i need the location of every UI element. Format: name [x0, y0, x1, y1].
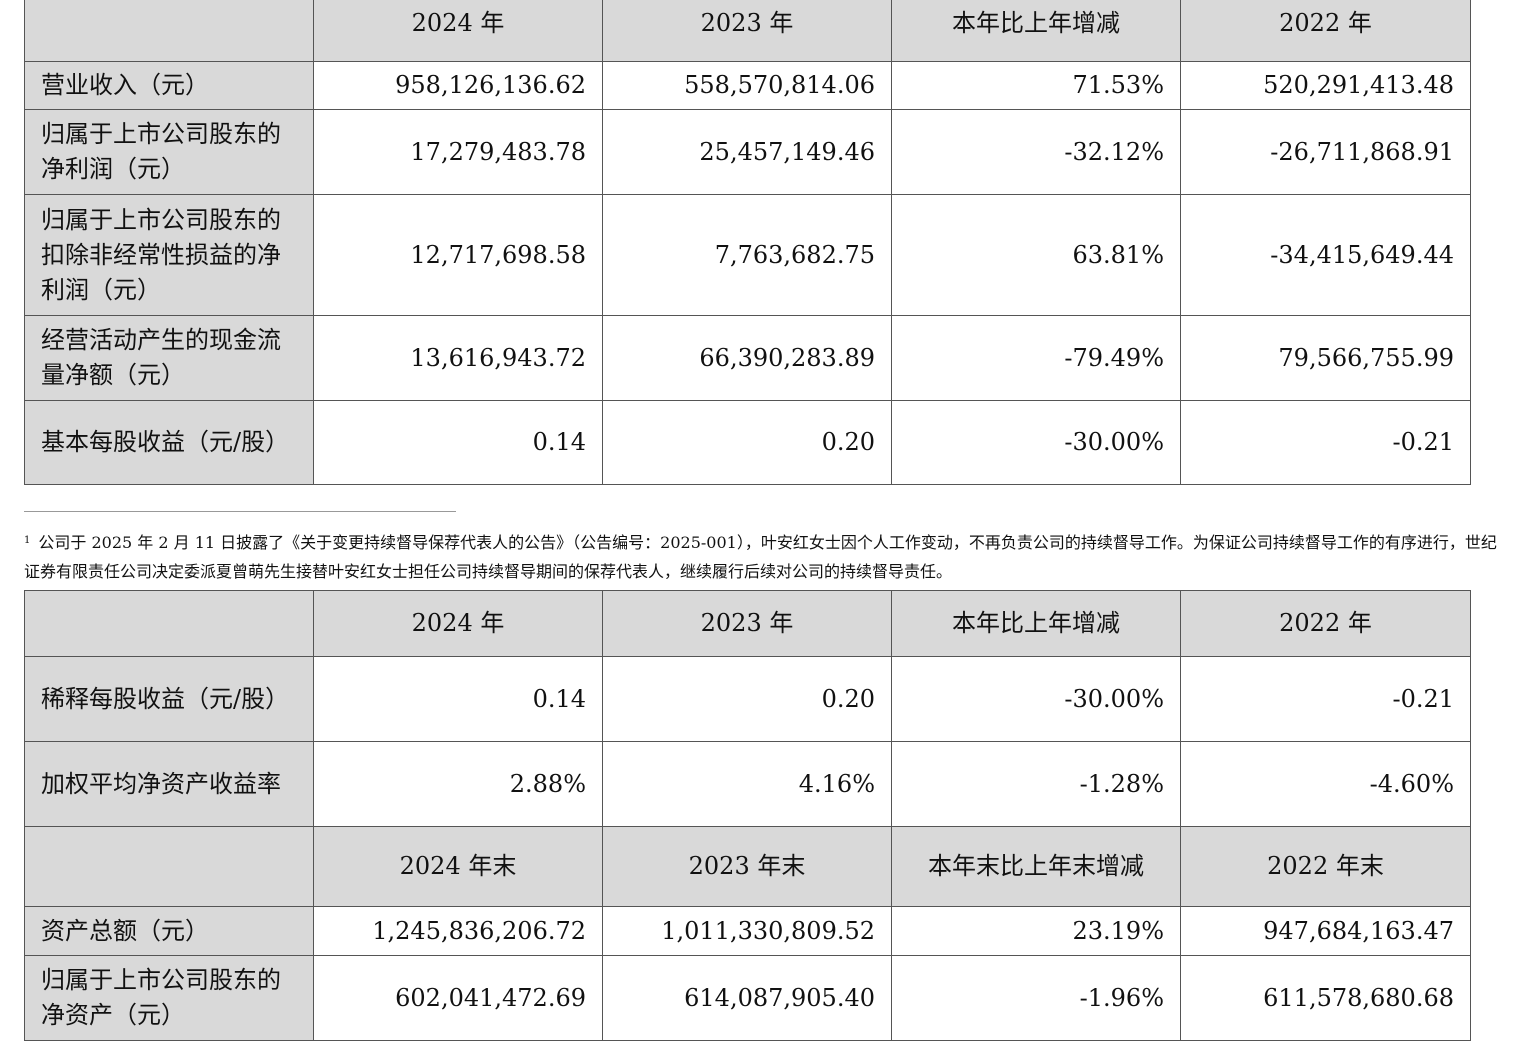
- value-cell: 23.19%: [891, 906, 1181, 956]
- value-cell: 12,717,698.58: [313, 194, 603, 316]
- value-cell: -1.96%: [891, 955, 1181, 1041]
- table-row: 归属于上市公司股东的净资产（元） 602,041,472.69 614,087,…: [24, 955, 1471, 1041]
- value-cell: 958,126,136.62: [313, 61, 603, 110]
- value-cell: 558,570,814.06: [602, 61, 892, 110]
- footnote-text: 公司于 2025 年 2 月 11 日披露了《关于变更持续督导保荐代表人的公告》…: [24, 533, 1497, 581]
- header-blank-cell: [24, 826, 314, 907]
- row-label: 经营活动产生的现金流量净额（元）: [24, 315, 314, 401]
- row-label: 资产总额（元）: [24, 906, 314, 956]
- value-cell: 66,390,283.89: [602, 315, 892, 401]
- value-cell: 0.14: [313, 656, 603, 742]
- table-row: 归属于上市公司股东的净利润（元） 17,279,483.78 25,457,14…: [24, 109, 1471, 195]
- header-cell: 2022 年: [1180, 590, 1471, 657]
- header-row: 2024 年末 2023 年末 本年末比上年末增减 2022 年末: [24, 826, 1471, 907]
- header-cell: 本年末比上年末增减: [891, 826, 1181, 907]
- footnote-marker: 1: [24, 535, 31, 546]
- value-cell: -1.28%: [891, 741, 1181, 827]
- row-label: 归属于上市公司股东的净利润（元）: [24, 109, 314, 195]
- value-cell: 79,566,755.99: [1180, 315, 1471, 401]
- table-row: 基本每股收益（元/股） 0.14 0.20 -30.00% -0.21: [24, 400, 1471, 485]
- footnote: 1 公司于 2025 年 2 月 11 日披露了《关于变更持续督导保荐代表人的公告…: [24, 528, 1504, 586]
- value-cell: 17,279,483.78: [313, 109, 603, 195]
- table-row: 资产总额（元） 1,245,836,206.72 1,011,330,809.5…: [24, 906, 1471, 956]
- row-label: 稀释每股收益（元/股）: [24, 656, 314, 742]
- header-blank-cell: [24, 0, 314, 62]
- value-cell: 25,457,149.46: [602, 109, 892, 195]
- value-cell: -26,711,868.91: [1180, 109, 1471, 195]
- header-cell: 2022 年末: [1180, 826, 1471, 907]
- value-cell: 611,578,680.68: [1180, 955, 1471, 1041]
- value-cell: 63.81%: [891, 194, 1181, 316]
- header-cell: 2023 年: [602, 0, 892, 62]
- financial-indicators-table-2: 2024 年 2023 年 本年比上年增减 2022 年 稀释每股收益（元/股）…: [24, 590, 1471, 1041]
- footnote-divider: [24, 511, 456, 512]
- value-cell: -34,415,649.44: [1180, 194, 1471, 316]
- value-cell: -0.21: [1180, 400, 1471, 485]
- header-cell: 2023 年: [602, 590, 892, 657]
- value-cell: 4.16%: [602, 741, 892, 827]
- table-row: 稀释每股收益（元/股） 0.14 0.20 -30.00% -0.21: [24, 656, 1471, 742]
- row-label: 基本每股收益（元/股）: [24, 400, 314, 485]
- value-cell: 947,684,163.47: [1180, 906, 1471, 956]
- value-cell: 1,245,836,206.72: [313, 906, 603, 956]
- header-cell: 2022 年: [1180, 0, 1471, 62]
- header-cell: 2024 年: [313, 0, 603, 62]
- value-cell: 2.88%: [313, 741, 603, 827]
- header-cell: 2024 年: [313, 590, 603, 657]
- row-label: 归属于上市公司股东的扣除非经常性损益的净利润（元）: [24, 194, 314, 316]
- value-cell: 0.20: [602, 400, 892, 485]
- value-cell: -30.00%: [891, 400, 1181, 485]
- table-row: 经营活动产生的现金流量净额（元） 13,616,943.72 66,390,28…: [24, 315, 1471, 401]
- table-row: 归属于上市公司股东的扣除非经常性损益的净利润（元） 12,717,698.58 …: [24, 194, 1471, 316]
- header-cell: 2023 年末: [602, 826, 892, 907]
- value-cell: -79.49%: [891, 315, 1181, 401]
- value-cell: 0.20: [602, 656, 892, 742]
- value-cell: 0.14: [313, 400, 603, 485]
- financial-indicators-table-1: 2024 年 2023 年 本年比上年增减 2022 年 营业收入（元） 958…: [24, 0, 1471, 485]
- header-cell: 本年比上年增减: [891, 590, 1181, 657]
- row-label: 营业收入（元）: [24, 61, 314, 110]
- value-cell: -30.00%: [891, 656, 1181, 742]
- table-row: 营业收入（元） 958,126,136.62 558,570,814.06 71…: [24, 61, 1471, 110]
- value-cell: 1,011,330,809.52: [602, 906, 892, 956]
- header-blank-cell: [24, 590, 314, 657]
- value-cell: 520,291,413.48: [1180, 61, 1471, 110]
- value-cell: -32.12%: [891, 109, 1181, 195]
- value-cell: 13,616,943.72: [313, 315, 603, 401]
- value-cell: 602,041,472.69: [313, 955, 603, 1041]
- header-row: 2024 年 2023 年 本年比上年增减 2022 年: [24, 0, 1471, 62]
- row-label: 加权平均净资产收益率: [24, 741, 314, 827]
- header-cell: 2024 年末: [313, 826, 603, 907]
- value-cell: -4.60%: [1180, 741, 1471, 827]
- value-cell: 614,087,905.40: [602, 955, 892, 1041]
- row-label: 归属于上市公司股东的净资产（元）: [24, 955, 314, 1041]
- value-cell: 7,763,682.75: [602, 194, 892, 316]
- header-row: 2024 年 2023 年 本年比上年增减 2022 年: [24, 590, 1471, 657]
- header-cell: 本年比上年增减: [891, 0, 1181, 62]
- value-cell: -0.21: [1180, 656, 1471, 742]
- table-row: 加权平均净资产收益率 2.88% 4.16% -1.28% -4.60%: [24, 741, 1471, 827]
- value-cell: 71.53%: [891, 61, 1181, 110]
